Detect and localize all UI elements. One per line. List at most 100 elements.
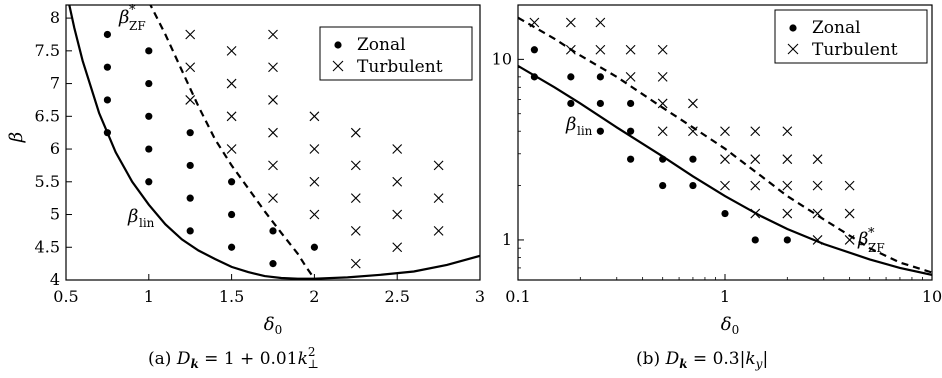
x-axis-label-b: δ0 <box>721 314 739 337</box>
legend-label-turbulent-a: Turbulent <box>357 57 443 77</box>
turbulent-point <box>350 160 361 171</box>
turbulent-point <box>657 71 668 82</box>
zonal-point <box>145 112 153 120</box>
svg-text:β: β <box>118 7 129 28</box>
zonal-point <box>145 145 153 153</box>
legend-label-zonal-b: Zonal <box>812 18 861 38</box>
turbulent-point <box>812 235 823 245</box>
svg-text:*: * <box>868 226 875 241</box>
turbulent-point <box>812 208 823 219</box>
legend-marker-zonal-b <box>789 24 797 32</box>
turbulent-point <box>657 44 668 55</box>
zonal-point <box>627 155 635 163</box>
turbulent-point <box>625 71 636 82</box>
x-tick-label: 1 <box>720 287 730 306</box>
y-tick-label: 7.5 <box>35 41 60 60</box>
legend-box-a <box>319 26 473 81</box>
turbulent-point <box>625 44 636 55</box>
zonal-point <box>269 227 277 235</box>
zonal-point <box>145 178 153 186</box>
turbulent-point <box>565 17 576 28</box>
turbulent-point <box>268 160 278 171</box>
turbulent-point <box>268 127 278 138</box>
zonal-point <box>145 79 153 88</box>
y-tick-label: 4.5 <box>35 237 60 256</box>
turbulent-point <box>782 208 793 219</box>
x-tick-label: 0.1 <box>505 287 530 306</box>
turbulent-point <box>720 154 730 165</box>
turbulent-point <box>309 144 320 154</box>
turbulent-point <box>433 226 444 236</box>
zonal-point <box>721 209 729 218</box>
y-axis-label-a: β <box>6 132 27 143</box>
turbulent-point <box>350 193 361 204</box>
zonal-point <box>186 227 194 235</box>
caption-b: (b) Dk = 0.3|ky| <box>636 349 768 371</box>
axes-ticks-a: 0.5 1 1.5 2 2.5 3 4 4.5 5 5.5 6 6.5 7 7.5 8 <box>35 8 486 306</box>
zonal-point <box>567 99 575 108</box>
x-tick-label: 2.5 <box>384 287 409 306</box>
legend-marker-turbulent-b <box>787 43 799 55</box>
zonal-point <box>751 236 759 244</box>
turbulent-point <box>350 258 361 269</box>
turbulent-point <box>720 180 730 191</box>
points-b <box>529 17 855 245</box>
zonal-point <box>627 127 635 135</box>
turbulent-point <box>350 226 361 236</box>
zonal-point <box>783 236 791 244</box>
zonal-point <box>567 73 575 81</box>
turbulent-point <box>595 17 606 28</box>
turbulent-point <box>750 208 761 219</box>
zonal-point <box>596 73 604 81</box>
zonal-point <box>103 30 111 39</box>
zonal-point <box>596 99 604 108</box>
beta-lin-curve <box>518 64 932 276</box>
annotation-beta-lin-b: β lin <box>565 114 593 138</box>
turbulent-point <box>392 176 403 187</box>
turbulent-point <box>392 144 403 154</box>
panel-b: 0.1 1 10 1 10 δ0 β lin β * ZF Zonal Turbulen… <box>492 4 942 371</box>
x-tick-label: 2 <box>309 287 319 306</box>
turbulent-point <box>268 62 278 73</box>
turbulent-point <box>268 95 278 105</box>
x-tick-label: 10 <box>922 287 942 306</box>
turbulent-point <box>782 154 793 165</box>
turbulent-point <box>392 209 403 220</box>
turbulent-point <box>185 95 196 105</box>
turbulent-point <box>226 111 237 122</box>
turbulent-point <box>720 126 730 137</box>
turbulent-point <box>812 154 823 165</box>
zonal-point <box>103 96 111 104</box>
turbulent-point <box>657 126 668 137</box>
y-tick-label: 8 <box>50 8 60 27</box>
turbulent-point <box>226 78 237 89</box>
turbulent-point <box>750 180 761 191</box>
svg-text:ZF: ZF <box>868 241 885 255</box>
turbulent-point <box>750 126 761 137</box>
beta-zf-curve <box>149 5 316 280</box>
turbulent-point <box>782 126 793 137</box>
turbulent-point <box>309 111 320 122</box>
y-tick-label: 4 <box>50 270 60 289</box>
beta-zf-curve <box>518 16 932 274</box>
panel-a: 0.5 1 1.5 2 2.5 3 4 4.5 5 5.5 6 6.5 7 7.5 8 β δ0 β * Z… <box>6 3 486 371</box>
turbulent-point <box>433 160 444 171</box>
zonal-point <box>627 99 635 108</box>
zonal-point <box>103 63 111 71</box>
zonal-point <box>596 127 604 135</box>
turbulent-point <box>433 193 444 204</box>
zonal-point <box>530 73 538 81</box>
turbulent-point <box>595 44 606 55</box>
turbulent-point <box>688 126 698 137</box>
svg-text:β: β <box>565 114 576 135</box>
zonal-point <box>269 260 277 268</box>
y-tick-label: 6 <box>50 139 60 158</box>
x-tick-label: 0.5 <box>53 287 78 306</box>
svg-text:lin: lin <box>139 216 155 230</box>
caption-a: (a) Dk = 1 + 0.01k2 ⊥ <box>148 345 319 371</box>
turbulent-point <box>688 98 698 109</box>
zonal-point <box>659 181 667 190</box>
zonal-point <box>186 129 194 137</box>
x-tick-label: 1 <box>144 287 154 306</box>
